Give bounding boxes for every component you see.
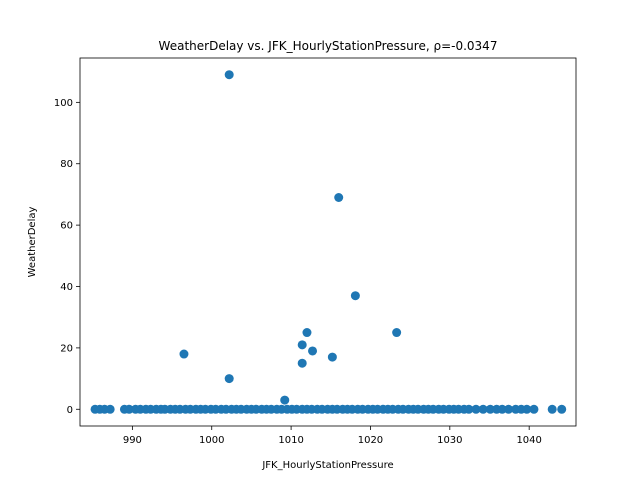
data-point (224, 374, 234, 384)
y-tick-label: 100 (54, 98, 73, 109)
data-point (302, 328, 312, 338)
data-point (280, 395, 290, 405)
x-axis-ticks: 990 1000 1010 1020 1030 1040 (123, 426, 542, 446)
data-point (297, 358, 307, 368)
x-tick-label: 990 (123, 435, 142, 446)
data-point (529, 404, 539, 414)
data-point (392, 328, 402, 338)
data-points (90, 70, 567, 414)
data-point (464, 404, 474, 414)
data-point (485, 404, 495, 414)
x-tick-label: 1040 (516, 435, 541, 446)
data-point (350, 291, 360, 301)
data-point (124, 404, 134, 414)
y-axis-label: WeatherDelay (27, 207, 38, 278)
data-point (497, 404, 507, 414)
data-point (478, 404, 488, 414)
x-tick-label: 1030 (437, 435, 462, 446)
data-point (522, 404, 532, 414)
x-tick-label: 1010 (278, 435, 303, 446)
data-point (297, 340, 307, 350)
data-point (327, 352, 337, 362)
x-axis-label: JFK_HourlyStationPressure (261, 460, 393, 471)
data-point (224, 70, 234, 80)
y-axis-ticks: 0 20 40 60 80 100 (54, 98, 80, 416)
plot-area-frame (79, 57, 577, 427)
data-point (504, 404, 514, 414)
data-point (334, 192, 344, 202)
y-tick-label: 60 (60, 221, 73, 232)
data-point (471, 404, 481, 414)
data-point (179, 349, 189, 359)
y-tick-label: 20 (60, 343, 73, 354)
x-tick-label: 1020 (358, 435, 383, 446)
x-tick-label: 1000 (199, 435, 224, 446)
data-point (105, 404, 115, 414)
y-tick-label: 0 (67, 405, 73, 416)
data-point (557, 404, 567, 414)
data-point (547, 404, 557, 414)
y-tick-label: 40 (60, 282, 73, 293)
data-point (308, 346, 318, 356)
chart-title: WeatherDelay vs. JFK_HourlyStationPressu… (159, 39, 498, 53)
y-tick-label: 80 (60, 159, 73, 170)
